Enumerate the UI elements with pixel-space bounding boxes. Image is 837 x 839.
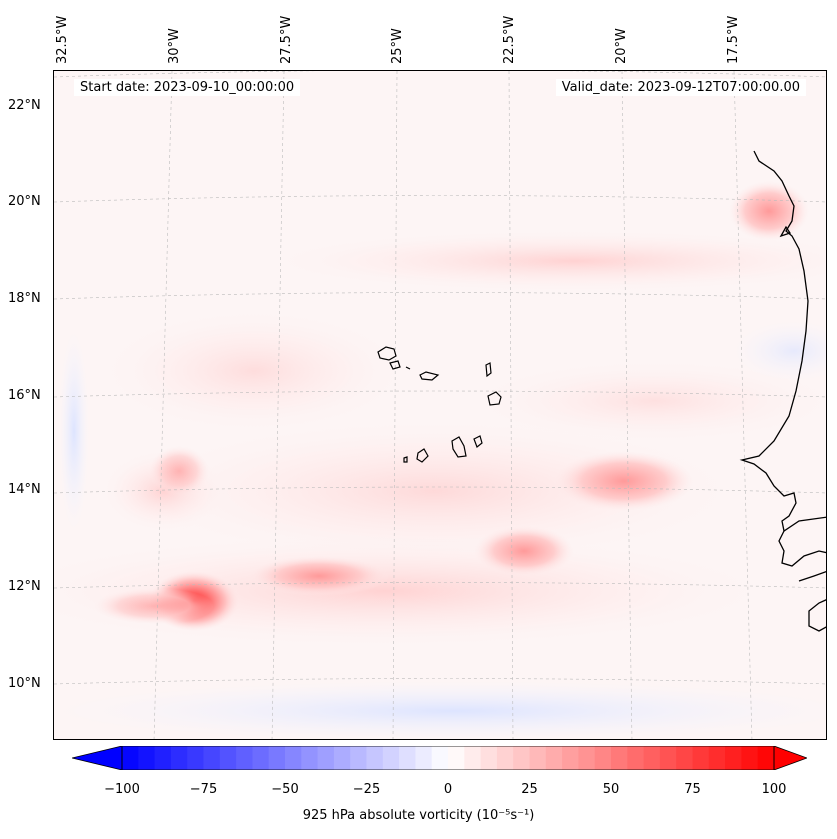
valid-date: Valid_date: 2023-09-12T07:00:00.00 (555, 79, 806, 96)
vorticity-map (54, 71, 826, 739)
colorbar-label: 925 hPa absolute vorticity (10⁻⁵s⁻¹) (302, 808, 535, 823)
colorbar-tick-label: −75 (189, 782, 218, 797)
colorbar-cell (431, 746, 449, 770)
colorbar-cell (252, 746, 270, 770)
colorbar-cell (545, 746, 563, 770)
colorbar-tick-label: 100 (761, 782, 787, 797)
colorbar-cell (350, 746, 367, 770)
colorbar-min-extend (72, 746, 123, 770)
vorticity-feature (94, 588, 214, 624)
graticule (54, 71, 826, 739)
colorbar-cell (496, 746, 514, 770)
colorbar-cell (676, 746, 693, 770)
colorbar-cell (138, 746, 156, 770)
colorbar-cell (154, 746, 172, 770)
colorbar (72, 746, 807, 770)
colorbar-cell (480, 746, 498, 770)
colorbar-cell (627, 746, 645, 770)
colorbar-cell (643, 746, 661, 770)
colorbar-cell (187, 746, 204, 770)
colorbar-cell (285, 746, 302, 770)
colorbar-tick-label: 0 (443, 782, 453, 797)
colorbar-cell (219, 746, 237, 770)
colorbar-tick-label: 25 (521, 782, 538, 797)
colorbar-cell (513, 746, 530, 770)
colorbar-cell (448, 746, 465, 770)
colorbar-cell (170, 746, 188, 770)
longitude-label: 20°W (614, 28, 629, 64)
colorbar-cell (757, 746, 775, 770)
colorbar-cell (382, 746, 400, 770)
latitude-label: 22°N (8, 98, 41, 113)
colorbar-cell (594, 746, 612, 770)
colorbar-cell (236, 746, 253, 770)
longitude-label: 30°W (167, 28, 182, 64)
longitude-label: 17.5°W (726, 15, 741, 64)
start-date: Start date: 2023-09-10_00:00:00 (74, 79, 301, 96)
latitude-label: 12°N (8, 579, 41, 594)
colorbar-cell (692, 746, 710, 770)
longitude-label: 25°W (390, 28, 405, 64)
colorbar-cell (399, 746, 416, 770)
longitude-label: 22.5°W (502, 15, 517, 64)
colorbar-tick-label: −25 (352, 782, 381, 797)
vorticity-feature (474, 526, 574, 576)
vorticity-feature (249, 556, 389, 596)
vorticity-feature (729, 181, 809, 241)
vorticity-feature (554, 451, 694, 511)
colorbar-cell (317, 746, 335, 770)
longitude-label: 27.5°W (279, 15, 294, 64)
colorbar-cell (578, 746, 596, 770)
colorbar-cell (333, 746, 351, 770)
longitude-label: 32.5°W (55, 15, 70, 64)
vorticity-bands (54, 231, 826, 739)
colorbar-cell (529, 746, 547, 770)
coastline (739, 150, 826, 632)
colorbar-cell (464, 746, 482, 770)
colorbar-cell (741, 746, 759, 770)
colorbar-cell (301, 746, 319, 770)
colorbar-cell (659, 746, 677, 770)
colorbar-cell (122, 746, 139, 770)
colorbar-cell (203, 746, 221, 770)
colorbar-cell (366, 746, 384, 770)
colorbar-cell (562, 746, 579, 770)
colorbar-cell (268, 746, 286, 770)
colorbar-cell (611, 746, 628, 770)
latitude-label: 10°N (8, 676, 41, 691)
cape-verde-islands (377, 346, 502, 463)
vorticity-feature (149, 446, 209, 496)
colorbar-tick-label: 75 (684, 782, 701, 797)
colorbar-tick-label: −50 (271, 782, 299, 797)
latitude-label: 18°N (8, 291, 41, 306)
latitude-label: 20°N (8, 194, 41, 209)
map-frame: Start date: 2023-09-10_00:00:00 Valid_da… (53, 70, 827, 740)
colorbar-max-extend (773, 746, 807, 770)
latitude-label: 14°N (8, 482, 41, 497)
colorbar-cell (415, 746, 433, 770)
colorbar-cell (725, 746, 742, 770)
colorbar-tick-label: 50 (602, 782, 620, 797)
latitude-label: 16°N (8, 388, 41, 403)
colorbar-cell (708, 746, 726, 770)
colorbar-tick-label: −100 (104, 782, 140, 797)
